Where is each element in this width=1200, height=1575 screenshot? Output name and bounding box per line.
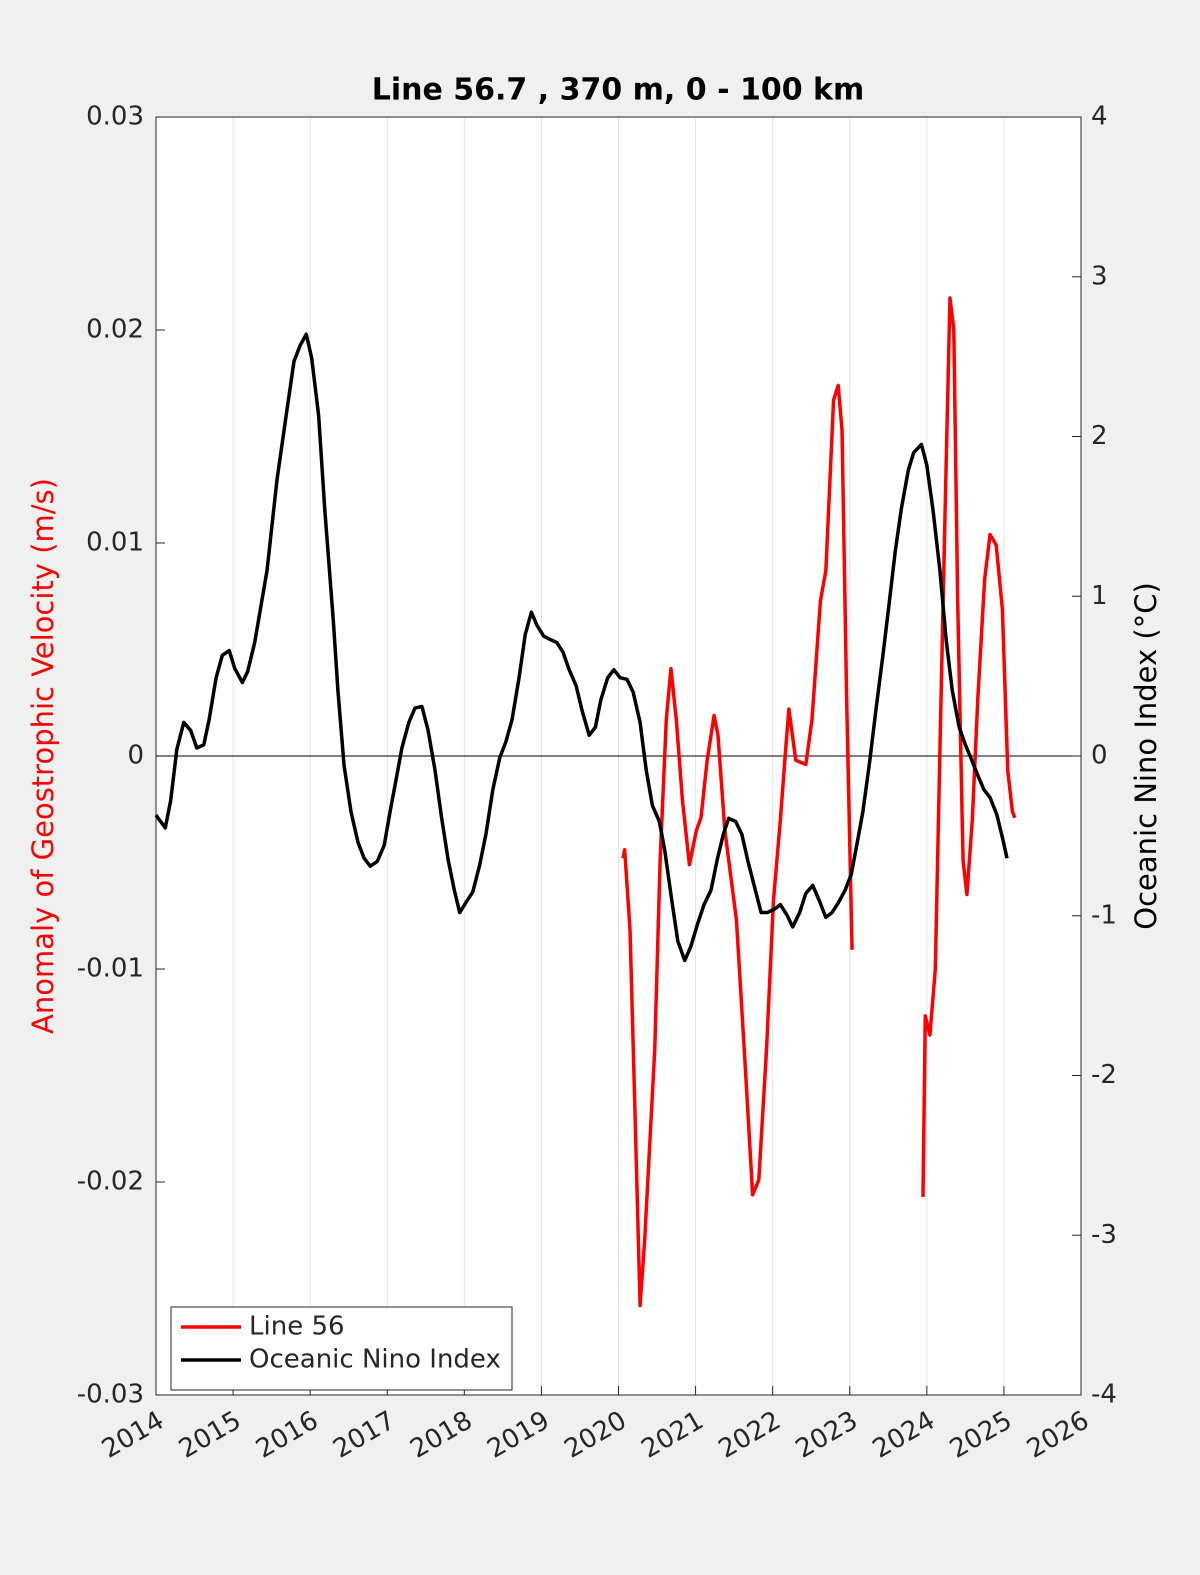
x-tick-label: 2023 [791,1406,863,1465]
y2-tick-label: -4 [1091,1380,1117,1410]
x-tick-label: 2018 [405,1406,477,1465]
series-line [154,332,1009,963]
y-axis-label: Anomaly of Geostrophic Velocity (m/s) [26,478,60,1034]
series-line [621,296,1017,1308]
x-tick-label: 2016 [251,1406,323,1465]
x-tick-label: 2025 [945,1406,1017,1465]
y-tick-label: -0.03 [77,1380,144,1410]
y-tick-label: 0 [127,741,144,771]
x-tick-label: 2021 [637,1406,709,1465]
axes-frame [155,116,1082,1396]
x-tick-label: 2017 [328,1406,400,1465]
x-tick-label: 2015 [174,1406,246,1465]
x-tick-label: 2026 [1022,1406,1094,1465]
y-tick-label: 0.01 [86,528,144,558]
y2-tick-label: 1 [1091,581,1108,611]
x-tick-label: 2014 [97,1406,169,1465]
y2-tick-label: 0 [1091,741,1108,771]
y-tick-label: -0.02 [77,1167,144,1197]
legend-box [170,1306,513,1391]
y-tick-label: 0.02 [86,315,144,345]
y2-axis-label: Oceanic Nino Index (°C) [1129,582,1163,930]
y2-tick-label: -2 [1091,1060,1117,1090]
y2-tick-label: 2 [1091,421,1108,451]
x-tick-label: 2020 [559,1406,631,1465]
y-tick-label: -0.01 [77,954,144,984]
x-tick-label: 2024 [868,1406,940,1465]
x-tick-label: 2019 [482,1406,554,1465]
y-tick-label: 0.03 [86,102,144,132]
x-tick-label: 2022 [714,1406,786,1465]
y2-tick-label: 3 [1091,261,1108,291]
chart-title: Line 56.7 , 370 m, 0 - 100 km [372,73,865,108]
y2-tick-label: -1 [1091,900,1117,930]
y2-tick-label: 4 [1091,102,1108,132]
legend-label: Oceanic Nino Index [249,1345,501,1375]
y2-tick-label: -3 [1091,1220,1117,1250]
legend-label: Line 56 [249,1312,345,1342]
